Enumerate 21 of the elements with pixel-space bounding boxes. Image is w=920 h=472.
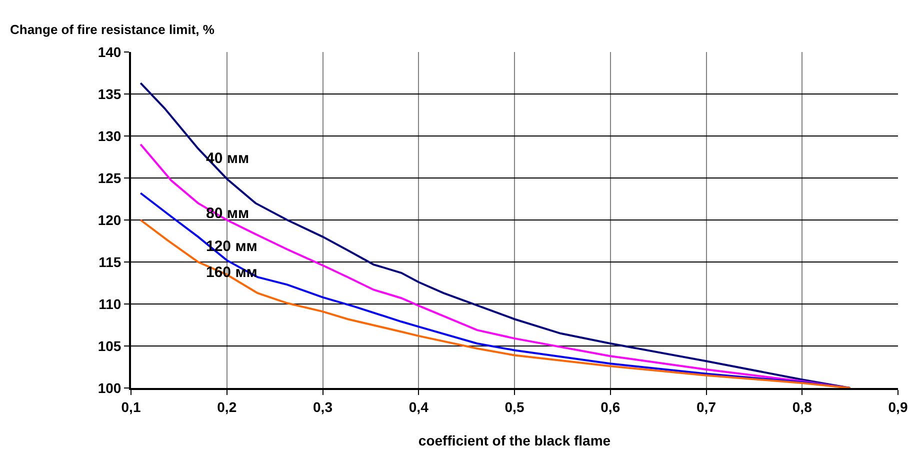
x-tick-label: 0,7 (696, 398, 716, 415)
x-tick-label: 0,9 (888, 398, 908, 415)
x-tick-label: 0,8 (792, 398, 812, 415)
y-tick-label: 140 (98, 44, 122, 60)
y-tick-label: 100 (98, 380, 122, 396)
y-axis-title: Change of fire resistance limit, % (10, 22, 215, 37)
x-tick-label: 0,2 (217, 398, 237, 415)
x-tick-label: 0,6 (600, 398, 620, 415)
line-series (140, 143, 852, 388)
y-tick-label: 125 (98, 170, 122, 186)
y-tick-label: 130 (98, 128, 122, 144)
y-tick-label: 115 (98, 254, 122, 270)
x-tick-label: 0,5 (504, 398, 524, 415)
y-tick-label: 110 (98, 296, 122, 312)
x-tick-label: 0,3 (313, 398, 333, 415)
y-tick-label: 120 (98, 212, 122, 228)
x-tick-label: 0,4 (408, 398, 429, 415)
y-tick-label: 105 (98, 338, 122, 354)
y-tick-label: 135 (98, 86, 122, 102)
x-tick-label: 0,1 (121, 398, 141, 415)
x-axis-title: coefficient of the black flame (418, 432, 611, 449)
